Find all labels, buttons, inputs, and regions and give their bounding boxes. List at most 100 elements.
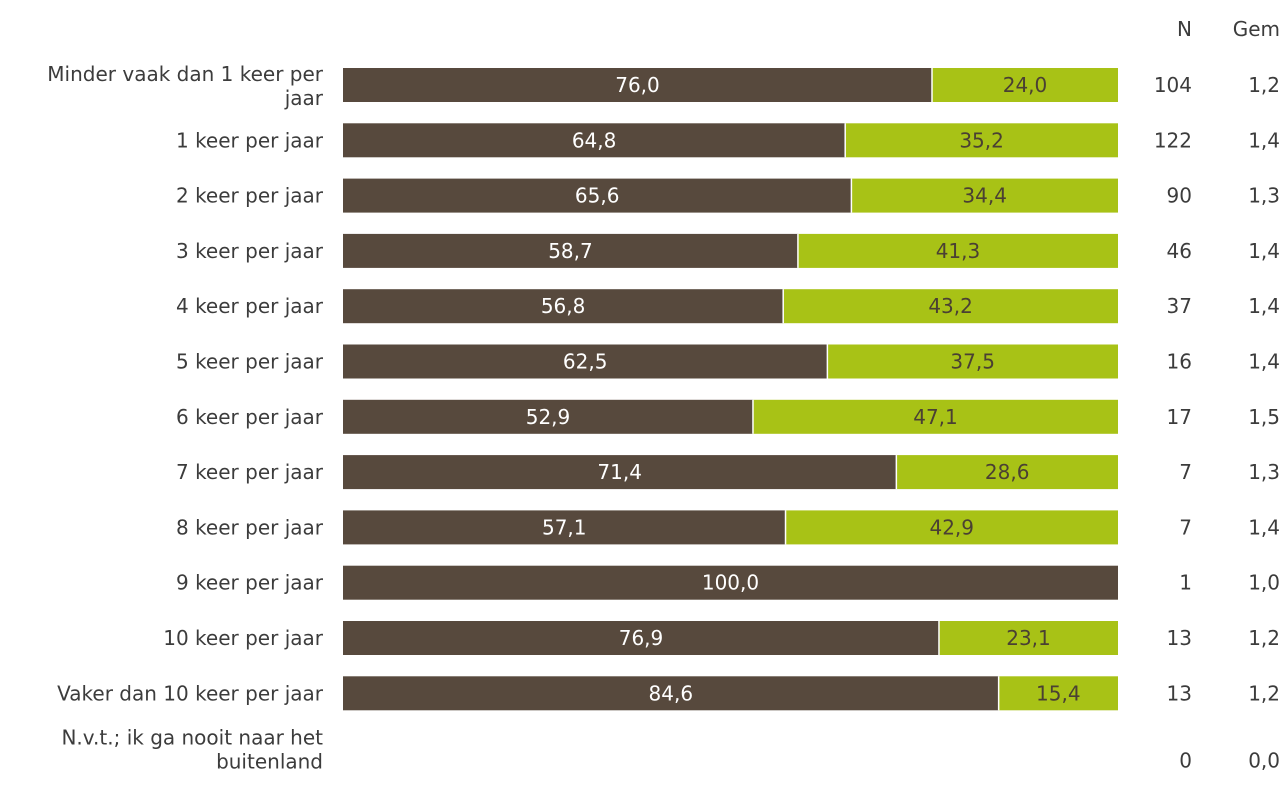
- n-value: 46: [1167, 239, 1192, 263]
- gem-value: 1,3: [1248, 460, 1280, 484]
- bar-row: 3 keer per jaar 58,7 41,3 46 1,4: [176, 233, 1280, 268]
- gem-value: 1,4: [1248, 239, 1280, 263]
- n-value: 13: [1167, 681, 1192, 705]
- bar-segment-green: [783, 289, 1118, 324]
- bar-segment-green: [938, 621, 1118, 655]
- bar-row: Vaker dan 10 keer per jaar 84,6 15,4 13 1,2: [57, 676, 1280, 711]
- data-label: 52,9: [526, 405, 571, 429]
- bar-row: 6 keer per jaar 52,9 47,1 17 1,5: [176, 399, 1280, 434]
- data-label: 56,8: [541, 294, 586, 318]
- data-label: 23,1: [1006, 626, 1051, 650]
- data-label: 37,5: [950, 350, 995, 374]
- gem-value: 1,4: [1248, 294, 1280, 318]
- category-label: 10 keer per jaar: [163, 626, 324, 650]
- bar-segment-green: [851, 178, 1118, 213]
- data-label: 76,9: [619, 626, 664, 650]
- data-label: 62,5: [563, 350, 608, 374]
- n-column-header: N: [1177, 17, 1192, 41]
- bar-segment-dark: [343, 510, 786, 545]
- gem-value: 0,0: [1248, 749, 1280, 773]
- n-value: 90: [1167, 184, 1192, 208]
- data-label: 65,6: [575, 184, 620, 208]
- n-value: 104: [1154, 73, 1192, 97]
- gem-value: 1,4: [1248, 515, 1280, 539]
- data-label: 34,4: [962, 184, 1007, 208]
- n-value: 17: [1167, 405, 1192, 429]
- data-label: 57,1: [542, 515, 587, 539]
- gem-column-header: Gem: [1233, 17, 1280, 41]
- category-label: 5 keer per jaar: [176, 350, 324, 374]
- category-label: 3 keer per jaar: [176, 239, 324, 263]
- bar-row: 10 keer per jaar 76,9 23,1 13 1,2: [163, 621, 1280, 655]
- bar-segment-green: [827, 344, 1118, 379]
- data-label: 35,2: [959, 128, 1004, 152]
- n-value: 7: [1179, 515, 1192, 539]
- bar-segment-green: [797, 233, 1118, 268]
- bar-row: 4 keer per jaar 56,8 43,2 37 1,4: [176, 289, 1280, 324]
- bar-segment-dark: [343, 344, 828, 379]
- bar-row: 7 keer per jaar 71,4 28,6 7 1,3: [176, 455, 1280, 490]
- bar-segment-dark: [343, 178, 852, 213]
- gem-value: 1,0: [1248, 571, 1280, 595]
- data-label: 42,9: [929, 515, 974, 539]
- bar-row: N.v.t.; ik ga nooit naar het buitenland 0 0…: [61, 726, 1280, 774]
- bar-segment-green: [845, 123, 1118, 158]
- bar-segment-dark: [343, 123, 846, 158]
- gem-value: 1,2: [1248, 681, 1280, 705]
- n-value: 1: [1179, 571, 1192, 595]
- bar-segment-dark: [343, 455, 897, 490]
- bar-segment-dark: [343, 399, 753, 434]
- gem-value: 1,3: [1248, 184, 1280, 208]
- bar-segment-dark: [343, 676, 999, 711]
- n-value: 122: [1154, 128, 1192, 152]
- bar-row: 9 keer per jaar 100,0 1 1,0: [176, 565, 1280, 600]
- bar-segment-dark: [343, 68, 932, 102]
- category-label: 4 keer per jaar: [176, 294, 324, 318]
- data-label: 28,6: [985, 460, 1030, 484]
- bar-segment-green: [896, 455, 1118, 490]
- category-label: 2 keer per jaar: [176, 184, 324, 208]
- bar-segment-green: [932, 68, 1118, 102]
- gem-value: 1,2: [1248, 73, 1280, 97]
- n-value: 7: [1179, 460, 1192, 484]
- category-label: Minder vaak dan 1 keer per jaar: [47, 62, 323, 110]
- bar-row: 1 keer per jaar 64,8 35,2 122 1,4: [176, 123, 1280, 158]
- bar-segment-dark: [343, 565, 1118, 600]
- bar-segment-green: [785, 510, 1118, 545]
- bar-segment-green: [752, 399, 1118, 434]
- category-label: N.v.t.; ik ga nooit naar het buitenland: [61, 726, 323, 774]
- bar-row: 2 keer per jaar 65,6 34,4 90 1,3: [176, 178, 1280, 213]
- category-label: 7 keer per jaar: [176, 460, 324, 484]
- gem-value: 1,4: [1248, 128, 1280, 152]
- data-label: 43,2: [928, 294, 973, 318]
- data-label: 24,0: [1003, 73, 1048, 97]
- category-label: 6 keer per jaar: [176, 405, 324, 429]
- gem-value: 1,5: [1248, 405, 1280, 429]
- data-label: 47,1: [913, 405, 958, 429]
- bar-segment-dark: [343, 233, 798, 268]
- category-label: Vaker dan 10 keer per jaar: [57, 681, 324, 705]
- data-label: 84,6: [649, 681, 694, 705]
- bar-row: 8 keer per jaar 57,1 42,9 7 1,4: [176, 510, 1280, 545]
- n-value: 13: [1167, 626, 1192, 650]
- n-value: 0: [1179, 749, 1192, 773]
- gem-value: 1,4: [1248, 350, 1280, 374]
- category-label: 9 keer per jaar: [176, 571, 324, 595]
- data-label: 58,7: [548, 239, 593, 263]
- gem-value: 1,2: [1248, 626, 1280, 650]
- data-label: 71,4: [597, 460, 642, 484]
- n-value: 37: [1167, 294, 1192, 318]
- data-label: 15,4: [1036, 681, 1081, 705]
- data-label: 76,0: [615, 73, 660, 97]
- data-label: 64,8: [572, 128, 617, 152]
- category-label: 1 keer per jaar: [176, 128, 324, 152]
- bar-row: Minder vaak dan 1 keer per jaar 76,0 24,0 10…: [47, 62, 1280, 110]
- n-value: 16: [1167, 350, 1192, 374]
- category-label: 8 keer per jaar: [176, 515, 324, 539]
- bar-segment-green: [998, 676, 1118, 711]
- bar-segment-dark: [343, 289, 784, 324]
- bar-row: 5 keer per jaar 62,5 37,5 16 1,4: [176, 344, 1280, 379]
- data-label: 100,0: [702, 571, 759, 595]
- data-label: 41,3: [936, 239, 981, 263]
